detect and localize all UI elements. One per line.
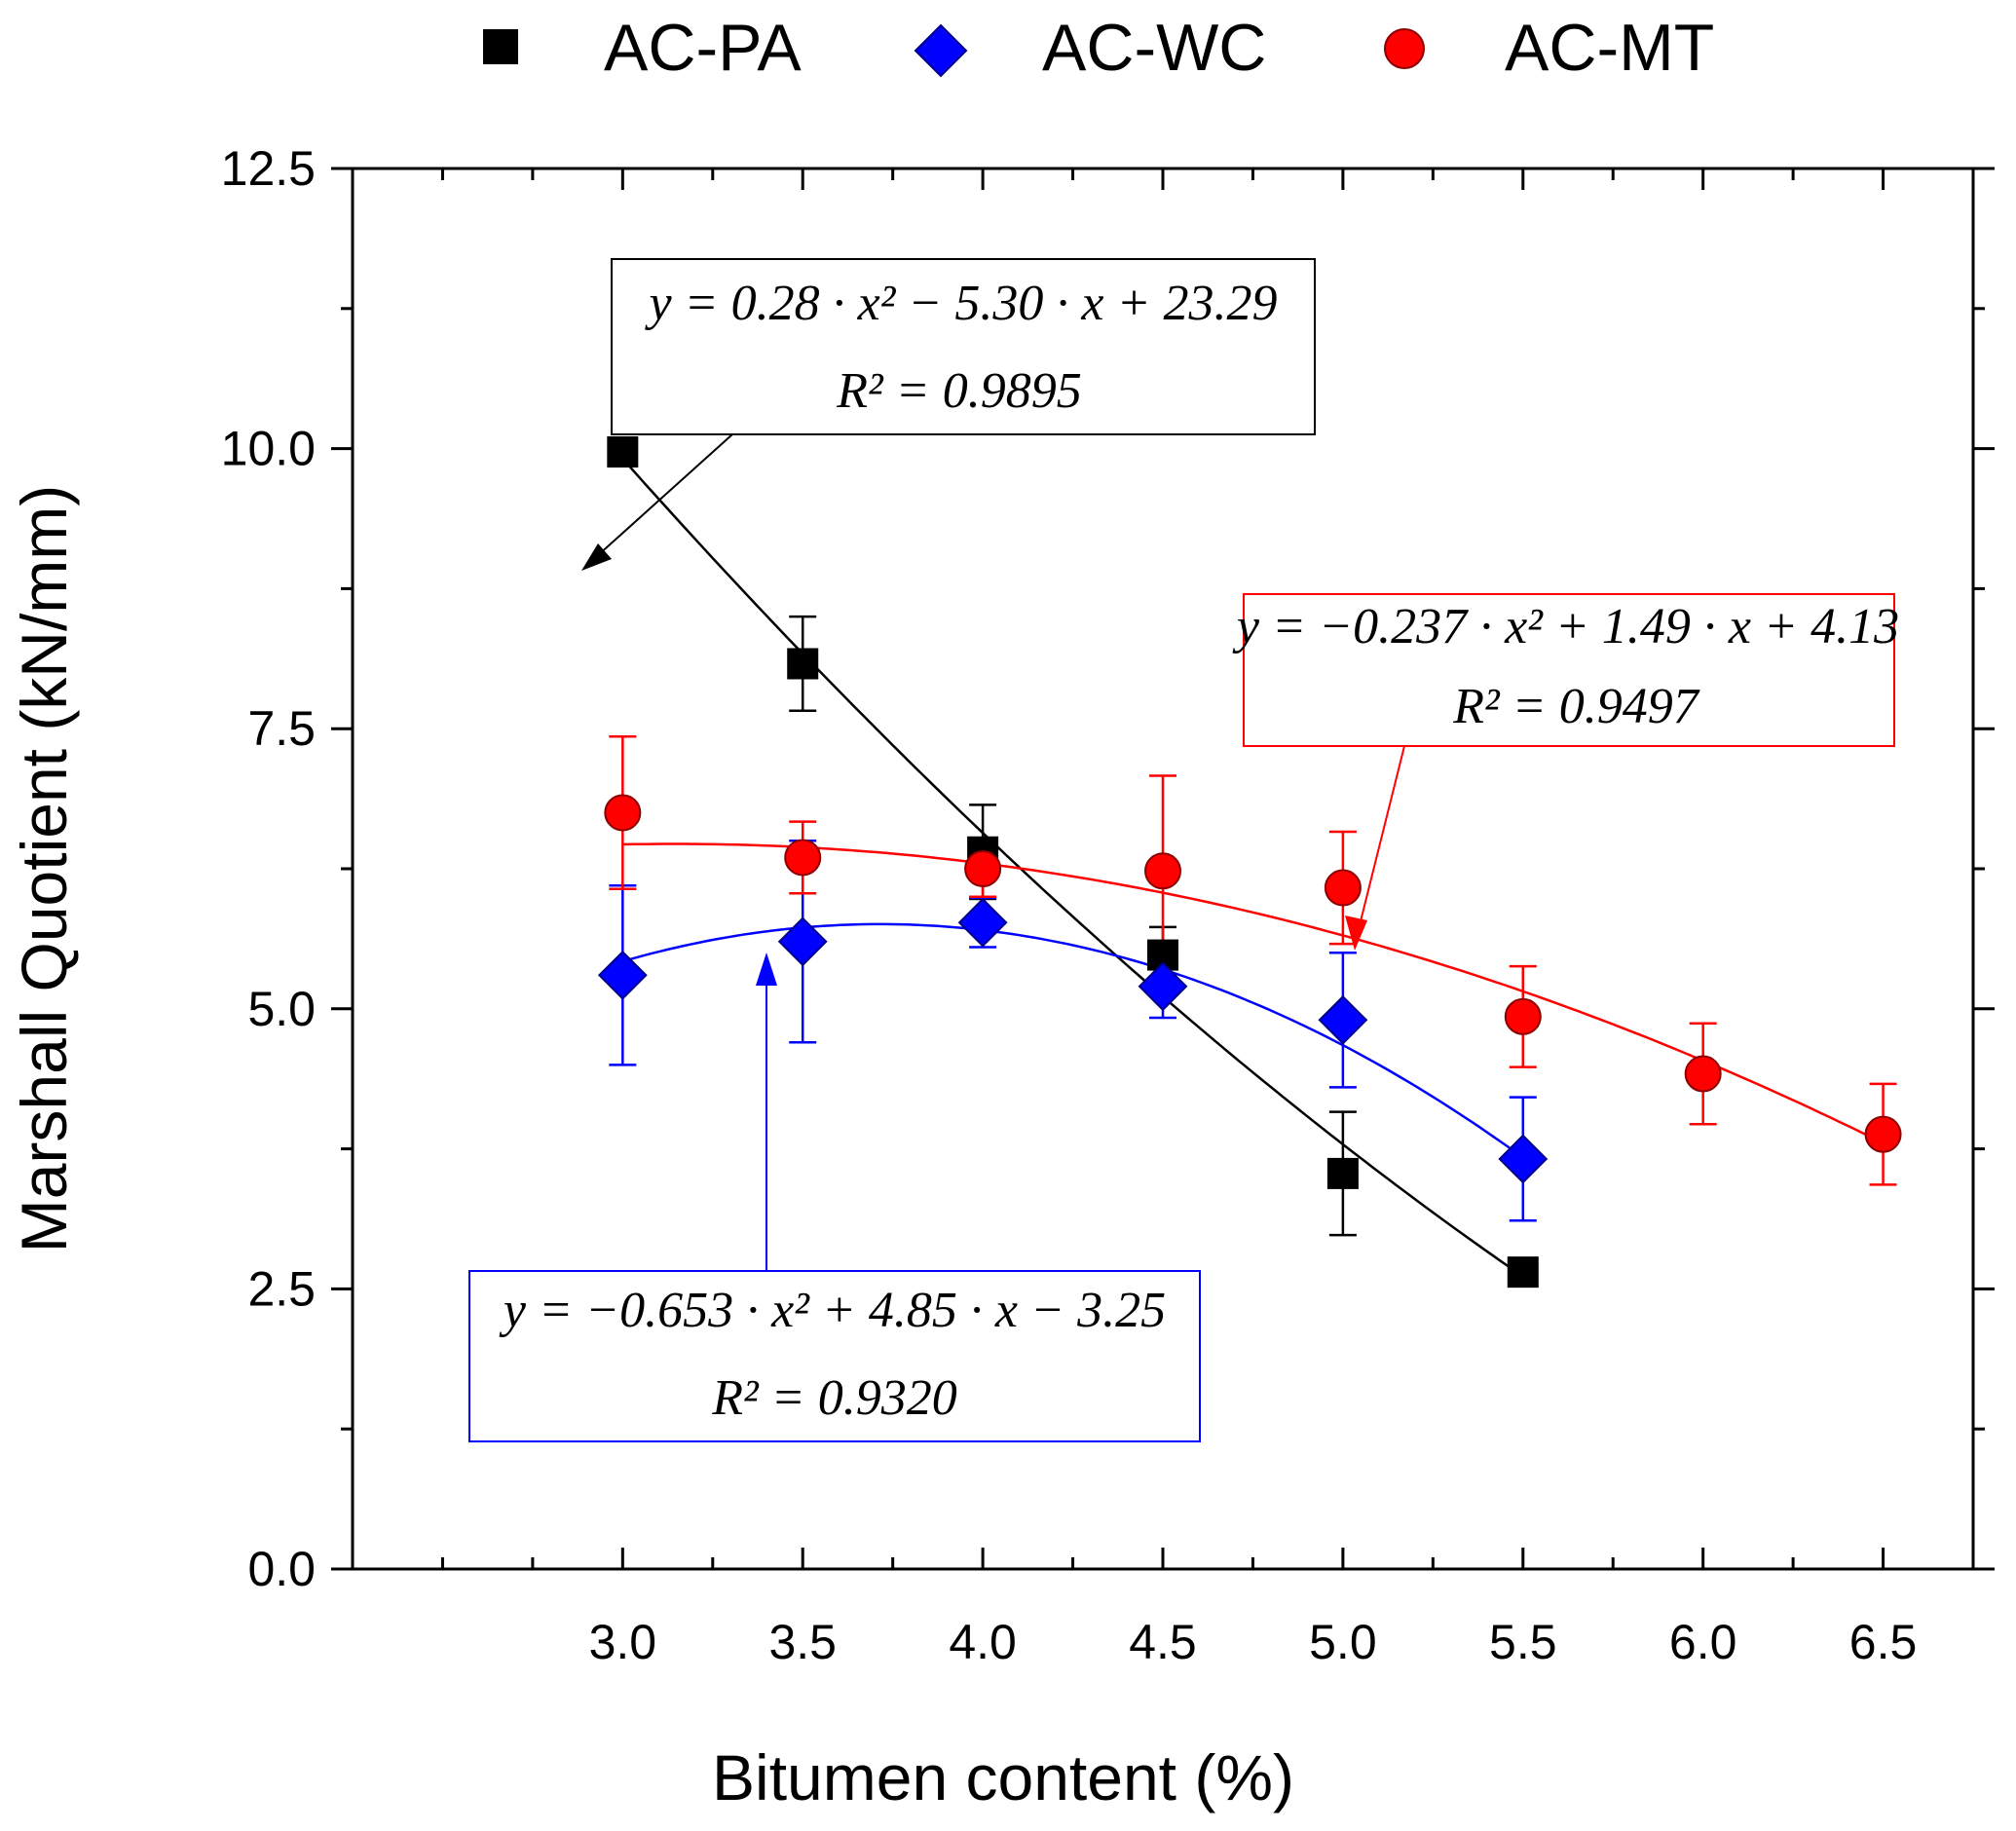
y-tick-label: 7.5 (247, 701, 316, 756)
equation-box-ac-wc (468, 1270, 1201, 1442)
data-point-ac-mt (604, 794, 642, 832)
arrow-ac-pa (586, 433, 733, 566)
x-tick-label: 5.5 (1489, 1615, 1557, 1669)
data-point-ac-wc (777, 916, 828, 967)
y-tick-label: 0.0 (247, 1542, 316, 1596)
equation-ac-mt: y = −0.237 · x² + 1.49 · x + 4.13 (1232, 599, 1899, 654)
data-point-ac-pa (1326, 1157, 1359, 1189)
x-tick-label: 4.0 (949, 1615, 1017, 1669)
fit-curves (621, 458, 1885, 1278)
x-tick-label: 5.0 (1309, 1615, 1377, 1669)
data-point-ac-wc (1138, 961, 1188, 1012)
data-point-ac-pa (607, 436, 639, 468)
x-tick-label: 4.5 (1129, 1615, 1197, 1669)
x-tick-label: 6.5 (1849, 1615, 1918, 1669)
annotation-ac-pa: y = 0.28 · x² − 5.30 · x + 23.29 R² = 0.… (581, 258, 1316, 571)
axis-ticks (331, 167, 1995, 1571)
y-tick-label: 10.0 (221, 422, 316, 476)
equation-box-ac-mt (1243, 593, 1895, 747)
legend-label-ac-wc: AC-WC (1042, 11, 1266, 85)
x-tick-label: 6.0 (1669, 1615, 1737, 1669)
arrow-head-ac-mt (1345, 916, 1367, 951)
arrow-head-ac-pa (581, 543, 612, 571)
fit-curve-ac-mt (622, 842, 1885, 1144)
data-point-ac-pa (787, 648, 819, 680)
data-point-ac-mt (1144, 852, 1181, 890)
legend-label-ac-pa: AC-PA (604, 11, 802, 85)
data-point-ac-wc (597, 950, 648, 1000)
data-point-ac-mt (964, 850, 1002, 887)
fit-curve-ac-pa (621, 458, 1524, 1278)
x-tick-labels: 3.0 3.5 4.0 4.5 5.0 5.5 6.0 6.5 (589, 1615, 1918, 1669)
y-axis-title: Marshall Quotient (kN/mm) (8, 485, 80, 1253)
legend-marker-ac-pa (483, 29, 518, 64)
data-point-ac-wc (957, 897, 1008, 948)
x-tick-label: 3.0 (589, 1615, 657, 1669)
equation-ac-pa: y = 0.28 · x² − 5.30 · x + 23.29 (644, 276, 1277, 331)
fit-curve-ac-wc (621, 922, 1524, 1159)
y-tick-labels: 0.0 2.5 5.0 7.5 10.0 12.5 (221, 141, 316, 1596)
data-markers (597, 436, 1902, 1289)
y-tick-label: 2.5 (247, 1261, 316, 1316)
data-point-ac-wc (1498, 1134, 1549, 1184)
data-point-ac-mt (1324, 869, 1362, 907)
annotation-ac-wc: y = −0.653 · x² + 4.85 · x − 3.25 R² = 0… (468, 953, 1201, 1442)
y-tick-label: 12.5 (221, 141, 316, 196)
arrow-head-ac-wc (756, 953, 777, 986)
r2-ac-pa: R² = 0.9895 (836, 363, 1081, 419)
arrow-ac-mt (1356, 745, 1405, 938)
equation-ac-wc: y = −0.653 · x² + 4.85 · x − 3.25 (499, 1283, 1166, 1338)
legend-label-ac-mt: AC-MT (1505, 11, 1714, 85)
annotation-ac-mt: y = −0.237 · x² + 1.49 · x + 4.13 R² = 0… (1232, 593, 1899, 951)
data-point-ac-wc (1318, 994, 1368, 1045)
data-point-ac-mt (1684, 1055, 1722, 1093)
equation-box-ac-pa (611, 258, 1316, 435)
data-point-ac-mt (784, 839, 822, 877)
r2-ac-wc: R² = 0.9320 (711, 1370, 956, 1426)
legend: AC-PA AC-WC AC-MT (483, 11, 1714, 85)
data-point-ac-mt (1504, 997, 1542, 1035)
legend-marker-ac-wc (914, 23, 968, 78)
legend-marker-ac-mt (1384, 28, 1425, 69)
y-tick-label: 5.0 (247, 982, 316, 1036)
x-tick-label: 3.5 (768, 1615, 837, 1669)
x-axis-title: Bitumen content (%) (712, 1741, 1294, 1813)
data-point-ac-mt (1864, 1115, 1902, 1153)
data-point-ac-pa (1507, 1256, 1539, 1289)
r2-ac-mt: R² = 0.9497 (1452, 679, 1699, 734)
